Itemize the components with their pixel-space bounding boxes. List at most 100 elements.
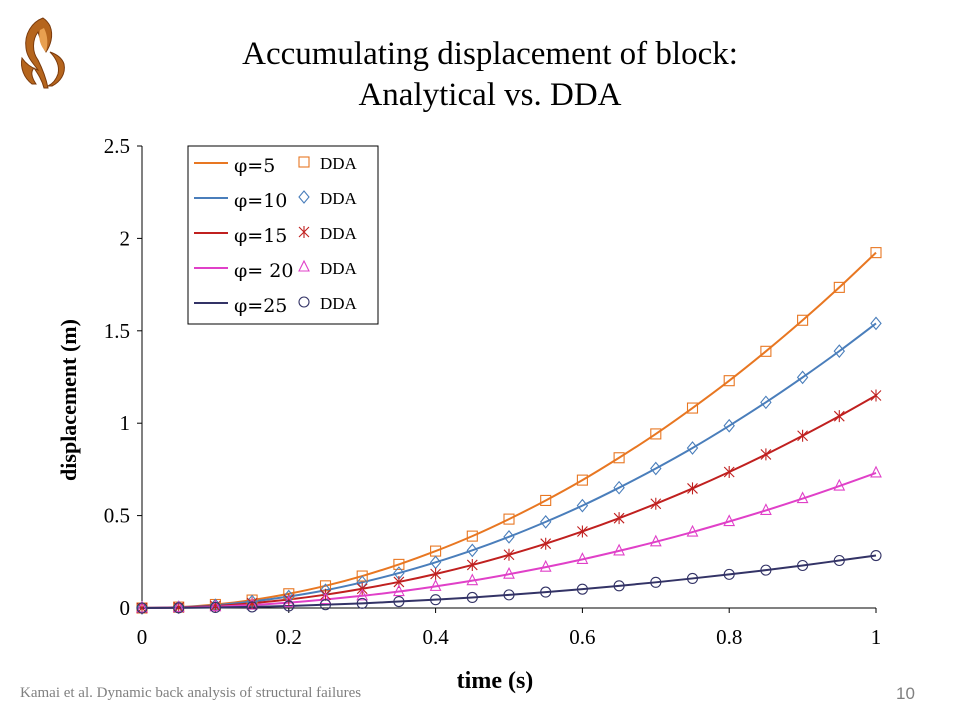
series-line-5 xyxy=(141,554,877,609)
series-2-marker xyxy=(466,543,479,558)
legend-series-name: φ=5 xyxy=(234,155,275,177)
series-3-marker xyxy=(466,558,478,571)
series-5-marker xyxy=(356,597,368,609)
series-3-marker xyxy=(687,482,698,495)
legend-marker-2 xyxy=(298,190,310,204)
series-5-marker xyxy=(723,568,735,580)
page-number: 10 xyxy=(896,684,915,703)
series-1-marker xyxy=(686,402,699,414)
series-5-marker xyxy=(209,601,221,613)
legend-marker-label: DDA xyxy=(320,294,358,313)
y-tick-label: 0.5 xyxy=(104,504,130,528)
chart-legend: φ=5 DDA φ=10 DDA φ=15 DDA φ= 20 DDA φ=25 DDA xyxy=(187,145,379,325)
legend-series-name: φ= 20 xyxy=(234,260,293,282)
series-4-marker xyxy=(356,588,369,601)
series-2-marker xyxy=(870,316,882,331)
university-logo-icon xyxy=(21,17,65,89)
y-tick-label: 2.5 xyxy=(104,134,130,158)
legend-series-name: φ=10 xyxy=(234,190,287,212)
series-5-marker xyxy=(870,549,882,562)
legend-series-name: φ=15 xyxy=(234,225,287,247)
y-tick-label: 1.5 xyxy=(104,319,130,343)
series-1-marker xyxy=(393,558,405,570)
series-1-marker xyxy=(576,474,588,486)
series-5-marker xyxy=(833,554,845,567)
series-5-marker xyxy=(686,572,699,584)
series-line-4 xyxy=(141,471,877,609)
chart-axes: 0 0.5 1 1.5 2 2.5 0 0.2 0.4 0.6 0.8 1 xyxy=(104,134,882,649)
series-3-marker xyxy=(430,567,441,580)
series-5-marker xyxy=(393,595,405,608)
series-4-marker xyxy=(613,543,625,556)
legend-marker-label: DDA xyxy=(320,224,358,243)
y-axis-label: displacement (m) xyxy=(56,319,81,481)
series-4-marker xyxy=(393,584,405,597)
series-3-marker xyxy=(760,448,772,461)
series-4-marker xyxy=(172,600,185,613)
series-1-marker xyxy=(870,247,882,259)
series-2-marker xyxy=(796,370,809,385)
series-5-marker xyxy=(540,586,552,598)
series-1-marker xyxy=(650,428,662,440)
y-tick-label: 0 xyxy=(120,596,131,620)
series-4-marker xyxy=(649,534,662,547)
series-4-marker xyxy=(319,592,332,605)
footer-citation: Kamai et al. Dynamic back analysis of st… xyxy=(20,685,362,701)
x-tick-label: 0.4 xyxy=(422,625,449,649)
legend-series-name: φ=25 xyxy=(234,295,287,317)
legend-marker-label: DDA xyxy=(320,259,358,278)
series-3-marker xyxy=(650,497,662,510)
series-4-marker xyxy=(136,600,148,613)
series-3-marker xyxy=(503,548,515,561)
series-5-marker xyxy=(136,602,148,614)
series-line-3 xyxy=(141,394,877,609)
series-2-marker xyxy=(613,480,625,495)
series-5-marker xyxy=(319,599,332,611)
y-tick-label: 2 xyxy=(120,226,131,250)
series-3-marker xyxy=(577,525,588,538)
x-tick-label: 0.8 xyxy=(716,625,742,649)
series-1-marker xyxy=(760,345,772,357)
x-tick-label: 0.2 xyxy=(276,625,302,649)
series-2-marker xyxy=(503,529,515,544)
series-5-marker xyxy=(430,594,442,606)
series-2-marker xyxy=(723,418,735,433)
axis-labels: time (s) displacement (m) xyxy=(56,319,533,694)
series-1-marker xyxy=(723,375,735,387)
series-3-marker xyxy=(723,465,735,478)
legend-marker-label: DDA xyxy=(320,189,358,208)
series-4-marker xyxy=(466,573,479,586)
series-2-marker xyxy=(760,395,772,410)
series-5-marker xyxy=(283,600,295,612)
series-4-marker xyxy=(576,552,589,564)
series-1-marker xyxy=(540,494,552,506)
y-tick-label: 1 xyxy=(120,411,131,435)
series-5-marker xyxy=(760,564,772,576)
series-5-marker xyxy=(576,583,588,595)
series-4-marker xyxy=(723,514,736,527)
series-5-marker xyxy=(246,601,258,613)
series-2-marker xyxy=(650,461,662,476)
slide-title-line2: Analytical vs. DDA xyxy=(358,77,622,113)
series-5-marker xyxy=(613,580,625,592)
series-1-marker xyxy=(356,570,368,582)
series-markers xyxy=(136,247,882,615)
series-4-marker xyxy=(539,559,552,572)
legend-marker-label: DDA xyxy=(320,154,358,173)
series-5-marker xyxy=(650,576,662,588)
series-3-marker xyxy=(613,512,625,525)
series-2-marker xyxy=(539,515,552,529)
x-tick-label: 0 xyxy=(137,625,148,649)
series-3-marker xyxy=(797,429,808,442)
series-2-marker xyxy=(576,498,589,513)
series-4-marker xyxy=(686,524,699,537)
series-1-marker xyxy=(833,281,845,293)
series-4-marker xyxy=(870,465,882,478)
legend-marker-3 xyxy=(298,226,310,238)
series-4-marker xyxy=(833,478,846,491)
series-line-2 xyxy=(141,322,877,609)
series-3-marker xyxy=(833,410,845,423)
series-1-marker xyxy=(797,314,809,326)
series-4-marker xyxy=(209,599,222,612)
x-tick-label: 1 xyxy=(871,625,882,649)
